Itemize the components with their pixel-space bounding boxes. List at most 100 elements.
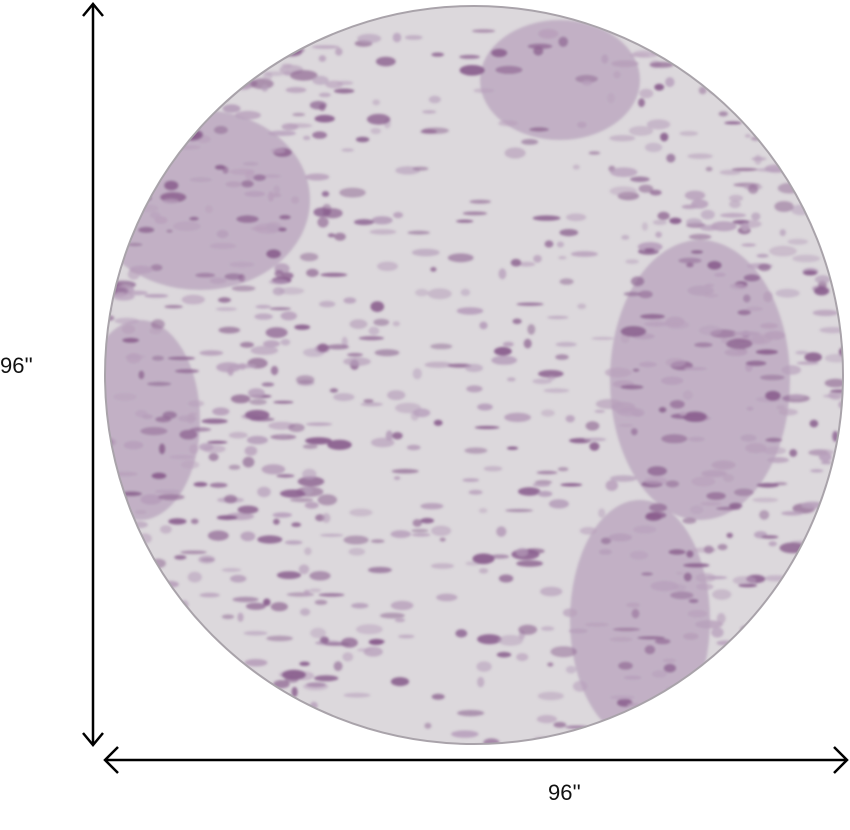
- rug-pattern-spot: [236, 215, 259, 223]
- rug-pattern-spot: [620, 326, 647, 337]
- rug-pattern-spot: [644, 321, 669, 327]
- rug-pattern-spot: [465, 363, 483, 373]
- width-label: 96'': [548, 780, 581, 805]
- rug-pattern-spot: [688, 598, 699, 604]
- rug-pattern-spot: [208, 53, 217, 62]
- rug-pattern-spot: [390, 530, 411, 538]
- rug-pattern-spot: [748, 184, 759, 194]
- rug-pattern-spot: [737, 309, 751, 316]
- rug-pattern-spot: [305, 437, 332, 445]
- rug-pattern-spot: [112, 632, 133, 643]
- rug-pattern-spot: [718, 111, 728, 117]
- rug-pattern-spot: [732, 576, 757, 585]
- rug-pattern-spot: [611, 60, 639, 68]
- rug-pattern-spot: [168, 671, 176, 681]
- rug-pattern-spot: [629, 53, 650, 57]
- rug-pattern-spot: [665, 357, 686, 368]
- rug-pattern-spot: [765, 437, 783, 443]
- rug-pattern-spot: [644, 142, 663, 153]
- rug-pattern-spot: [774, 201, 794, 212]
- rug-pattern-spot: [722, 474, 735, 483]
- rug-pattern-spot: [428, 95, 441, 104]
- rug-pattern-spot: [105, 492, 121, 501]
- rug-pattern-spot: [158, 704, 178, 716]
- rug-pattern-spot: [174, 369, 199, 374]
- rug-pattern-spot: [598, 508, 606, 518]
- rug-pattern-spot: [285, 87, 307, 93]
- rug-pattern-spot: [566, 213, 587, 222]
- rug-pattern-spot: [498, 268, 507, 280]
- rug-pattern-spot: [638, 31, 645, 39]
- rug-pattern-spot: [716, 613, 726, 624]
- rug-pattern-spot: [817, 660, 831, 670]
- rug-pattern-spot: [652, 745, 672, 755]
- rug-pattern-spot: [794, 6, 820, 12]
- rug-pattern-spot: [711, 627, 724, 638]
- rug-pattern-spot: [268, 130, 296, 136]
- rug-pattern-spot: [472, 29, 496, 33]
- rug-pattern-spot: [456, 307, 484, 315]
- rug-pattern-spot: [163, 82, 180, 93]
- rug-pattern-spot: [697, 693, 721, 702]
- rug-pattern-spot: [540, 586, 563, 597]
- rug-pattern-spot: [682, 517, 697, 524]
- rug-pattern-spot: [640, 313, 665, 320]
- rug-pattern-spot: [745, 443, 767, 454]
- rug-pattern-spot: [714, 272, 726, 277]
- rug-pattern-spot: [829, 16, 843, 27]
- rug-pattern-spot: [317, 343, 329, 353]
- rug-pattern-spot: [584, 622, 610, 627]
- rug-pattern-spot: [280, 311, 297, 321]
- rug-pattern-spot: [324, 642, 350, 646]
- rug-pattern-spot: [620, 384, 644, 390]
- rug-pattern-spot: [496, 526, 507, 537]
- rug-pattern-spot: [791, 204, 811, 216]
- rug-pattern-spot: [227, 670, 256, 675]
- rug-pattern-spot: [728, 670, 739, 679]
- rug-pattern-spot: [523, 338, 532, 349]
- rug-pattern-spot: [700, 209, 715, 220]
- rug-pattern-spot: [805, 614, 833, 623]
- rug-pattern-spot: [290, 497, 314, 503]
- rug-pattern-spot: [105, 624, 122, 633]
- rug-pattern-spot: [261, 464, 286, 475]
- rug-pattern-spot: [801, 636, 809, 641]
- rug-pattern-spot: [265, 327, 288, 338]
- rug-pattern-spot: [123, 647, 146, 657]
- rug-pattern-spot: [355, 624, 383, 635]
- rug-pattern-spot: [516, 653, 529, 662]
- rug-pattern-spot: [335, 47, 343, 56]
- rug-pattern-spot: [701, 470, 727, 478]
- rug-pattern-spot: [375, 56, 396, 67]
- rug-pattern-spot: [334, 232, 346, 241]
- rug-pattern-spot: [685, 695, 693, 706]
- rug-pattern-spot: [712, 589, 732, 600]
- rug-pattern-spot: [254, 223, 281, 234]
- rug-pattern-spot: [159, 623, 186, 628]
- rug-pattern-spot: [357, 648, 372, 652]
- rug-pattern-spot: [804, 691, 816, 700]
- rug-pattern-spot: [114, 317, 139, 325]
- rug-pattern-spot: [187, 571, 202, 583]
- rug-pattern-spot: [835, 625, 843, 630]
- rug-pattern-spot: [431, 693, 445, 700]
- rug-pattern-spot: [129, 698, 155, 708]
- rug-pattern-spot: [321, 191, 330, 197]
- rug-pattern-spot: [193, 482, 208, 487]
- rug-pattern-spot: [391, 468, 419, 474]
- rug-pattern-spot: [630, 276, 645, 287]
- rug-pattern-spot: [504, 147, 526, 159]
- rug-pattern-spot: [320, 533, 344, 537]
- rug-pattern-spot: [154, 216, 168, 224]
- rug-pattern-spot: [228, 431, 248, 439]
- rug-pattern-spot: [767, 457, 789, 463]
- rug-pattern-spot: [518, 487, 541, 496]
- rug-pattern-spot: [198, 555, 216, 564]
- rug-pattern-spot: [610, 727, 618, 732]
- rug-pattern-spot: [182, 32, 194, 42]
- rug-pattern-spot: [270, 148, 286, 154]
- rug-pattern-spot: [261, 382, 275, 387]
- rug-pattern-spot: [230, 737, 258, 744]
- rug-pattern-spot: [783, 657, 801, 665]
- rug-pattern-spot: [288, 423, 305, 433]
